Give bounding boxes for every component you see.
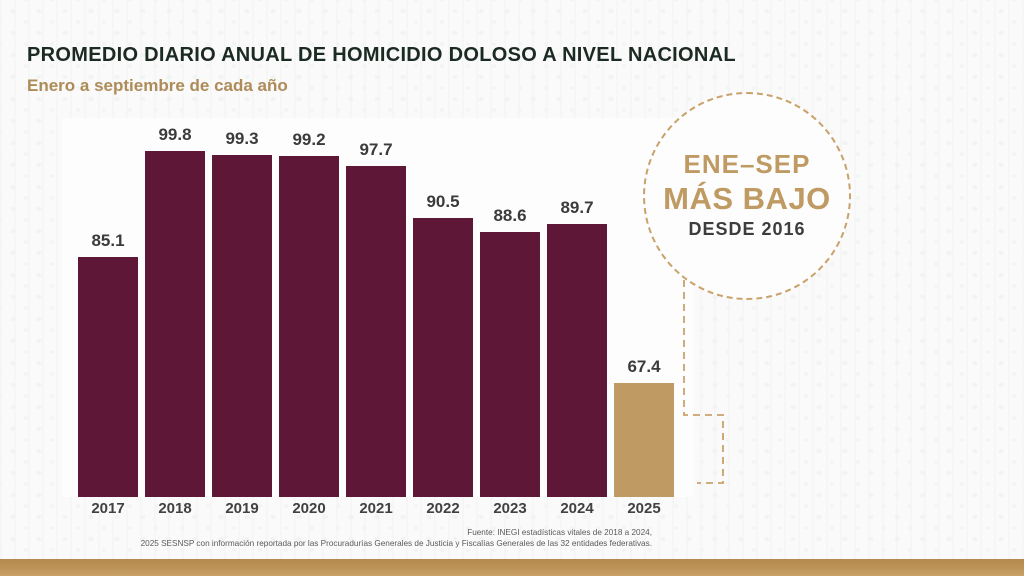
- x-axis-label-2021: 2021: [359, 500, 393, 517]
- bar-2017: [78, 257, 138, 497]
- source-note: Fuente: INEGI estadísticas vitales de 20…: [140, 527, 652, 549]
- bar-value-label-2019: 99.3: [225, 129, 259, 148]
- bar-2025: [614, 383, 674, 497]
- page-title: PROMEDIO DIARIO ANUAL DE HOMICIDIO DOLOS…: [27, 44, 736, 66]
- badge-headline: MÁS BAJO: [663, 180, 831, 216]
- bar-group-2025: 67.4: [614, 357, 674, 497]
- bar-2024: [547, 224, 607, 497]
- bar-group-2021: 97.7: [346, 140, 406, 497]
- source-note-line2: 2025 SESNSP con información reportada po…: [140, 539, 652, 549]
- bar-value-label-2022: 90.5: [426, 192, 460, 211]
- x-axis-label-2022: 2022: [426, 500, 460, 517]
- bar-2019: [212, 155, 272, 497]
- bar-group-2022: 90.5: [413, 192, 473, 497]
- x-axis-label-2018: 2018: [158, 500, 192, 517]
- bar-2020: [279, 156, 339, 497]
- bar-group-2023: 88.6: [480, 206, 540, 497]
- bar-group-2024: 89.7: [547, 198, 607, 497]
- bar-group-2019: 99.3: [212, 129, 272, 497]
- bar-value-label-2018: 99.8: [158, 125, 192, 144]
- bar-group-2020: 99.2: [279, 130, 339, 497]
- bar-value-label-2020: 99.2: [292, 130, 326, 149]
- x-axis-label-2023: 2023: [493, 500, 527, 517]
- footer-stripe: [0, 559, 1024, 576]
- bar-group-2017: 85.1: [78, 231, 138, 497]
- bar-value-label-2023: 88.6: [493, 206, 527, 225]
- page-subtitle: Enero a septiembre de cada año: [27, 76, 288, 95]
- bar-2021: [346, 166, 406, 497]
- x-axis-label-2017: 2017: [91, 500, 125, 517]
- highlight-badge: ENE–SEP MÁS BAJO DESDE 2016: [643, 92, 851, 300]
- bar-value-label-2025: 67.4: [627, 357, 661, 376]
- bar-value-label-2024: 89.7: [560, 198, 594, 217]
- x-axis-label-2025: 2025: [627, 500, 661, 517]
- x-axis-label-2019: 2019: [225, 500, 259, 517]
- badge-period-label: ENE–SEP: [683, 148, 811, 179]
- x-axis-label-2020: 2020: [292, 500, 326, 517]
- source-note-line1: Fuente: INEGI estadísticas vitales de 20…: [467, 528, 652, 537]
- bar-2022: [413, 218, 473, 497]
- bar-2023: [480, 232, 540, 497]
- bar-group-2018: 99.8: [145, 125, 205, 497]
- badge-since-label: DESDE 2016: [688, 218, 806, 239]
- bar-2018: [145, 151, 205, 497]
- bar-value-label-2021: 97.7: [359, 140, 393, 159]
- x-axis-label-2024: 2024: [560, 500, 594, 517]
- bar-value-label-2017: 85.1: [91, 231, 125, 250]
